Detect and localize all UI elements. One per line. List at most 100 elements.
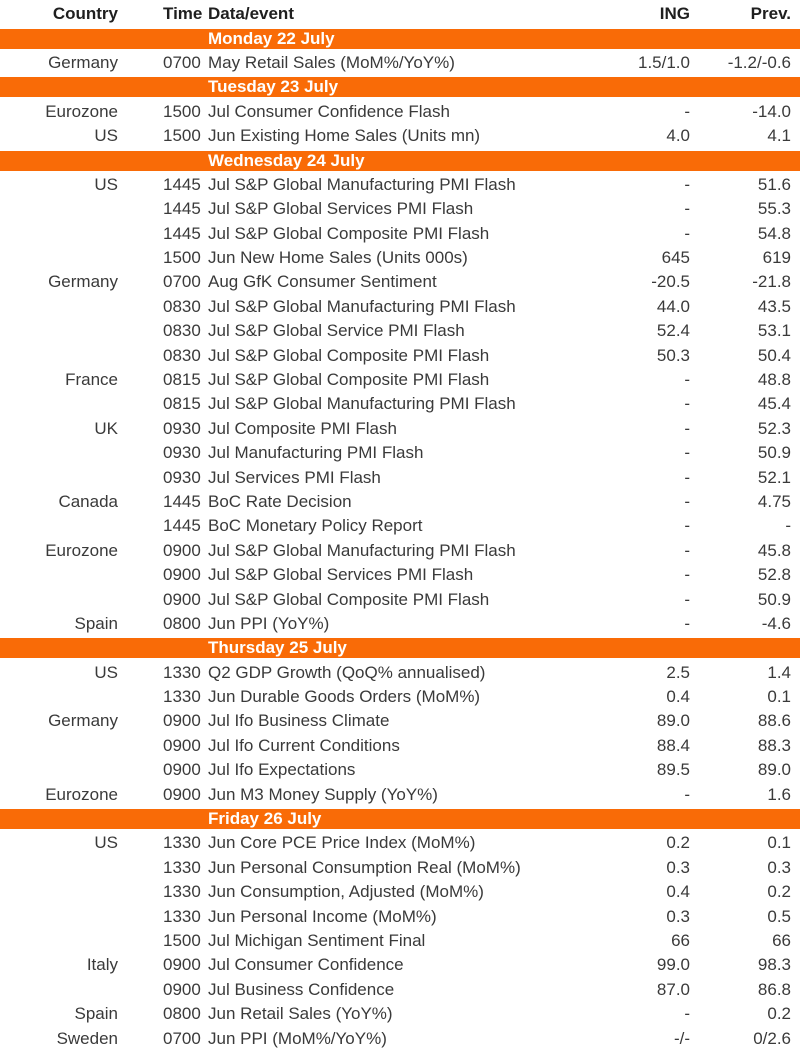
cell-event: Jul Composite PMI Flash	[208, 418, 397, 438]
cell-time: 0900	[163, 955, 201, 975]
cell-country: Germany	[48, 272, 118, 292]
cell-ing: -/-	[673, 1028, 690, 1048]
cell-ing: -	[684, 491, 690, 511]
cell-prev: 55.3	[757, 199, 791, 219]
cell-time: 0800	[163, 613, 201, 633]
cell-ing: 66	[671, 930, 690, 950]
table-row: 0930 Jul Manufacturing PMI Flash - 50.9	[0, 441, 800, 465]
cell-event: Jul S&P Global Services PMI Flash	[208, 199, 474, 219]
table-row: 0900 Jul S&P Global Services PMI Flash -…	[0, 563, 800, 587]
cell-ing: -	[684, 101, 690, 121]
cell-prev: 4.1	[767, 126, 791, 146]
cell-country: Eurozone	[45, 784, 118, 804]
cell-country: France	[65, 370, 118, 389]
cell-ing: -	[684, 174, 690, 194]
cell-prev: 50.9	[757, 589, 791, 609]
cell-ing: 0.4	[666, 687, 690, 707]
cell-ing: -	[684, 223, 690, 243]
cell-country: US	[94, 662, 118, 682]
cell-event: Q2 GDP Growth (QoQ% annualised)	[208, 662, 486, 682]
cell-country: Spain	[74, 1004, 118, 1024]
table-row: 1330 Jun Consumption, Adjusted (MoM%) 0.…	[0, 880, 800, 904]
table-row: 1330 Jun Durable Goods Orders (MoM%) 0.4…	[0, 685, 800, 709]
table-row: US 1330 Q2 GDP Growth (QoQ% annualised) …	[0, 660, 800, 684]
cell-prev: 86.8	[757, 979, 791, 999]
cell-prev: 0.3	[767, 857, 791, 877]
table-row: 0900 Jul Ifo Current Conditions 88.4 88.…	[0, 734, 800, 758]
cell-event: BoC Rate Decision	[208, 491, 352, 511]
table-row: UK 0930 Jul Composite PMI Flash - 52.3	[0, 417, 800, 441]
cell-ing: -	[684, 540, 690, 560]
table-body: Monday 22 July Germany 0700 May Retail S…	[0, 28, 800, 1051]
cell-ing: 0.4	[666, 882, 690, 902]
cell-prev: 0.1	[767, 687, 791, 707]
cell-prev: 50.9	[757, 443, 791, 463]
cell-prev: 43.5	[757, 296, 791, 316]
cell-event: Jul S&P Global Composite PMI Flash	[208, 223, 490, 243]
table-row: 1445 Jul S&P Global Composite PMI Flash …	[0, 221, 800, 245]
table-row: 0830 Jul S&P Global Manufacturing PMI Fl…	[0, 295, 800, 319]
table-row: 0900 Jul Business Confidence 87.0 86.8	[0, 978, 800, 1002]
header-data-event: Data/event	[208, 4, 294, 24]
cell-time: 0930	[163, 418, 201, 438]
cell-event: Jun Core PCE Price Index (MoM%)	[208, 833, 476, 853]
cell-time: 1330	[163, 687, 201, 707]
cell-event: Jun Retail Sales (YoY%)	[208, 1004, 393, 1024]
table-row: 1330 Jun Personal Consumption Real (MoM%…	[0, 856, 800, 880]
cell-ing: -	[684, 1004, 690, 1024]
cell-time: 0900	[163, 784, 201, 804]
cell-event: Jul S&P Global Manufacturing PMI Flash	[208, 540, 516, 560]
cell-ing: -	[684, 784, 690, 804]
cell-ing: 99.0	[656, 955, 690, 975]
cell-time: 0815	[163, 370, 201, 389]
cell-ing: 1.5/1.0	[638, 52, 690, 72]
cell-prev: 4.75	[757, 491, 791, 511]
cell-ing: 89.0	[656, 711, 690, 731]
cell-ing: -	[684, 394, 690, 414]
cell-event: Jul Business Confidence	[208, 979, 395, 999]
cell-prev: -14.0	[752, 101, 791, 121]
cell-time: 0700	[163, 1028, 201, 1048]
cell-time: 0815	[163, 394, 201, 414]
table-row: 1330 Jun Personal Income (MoM%) 0.3 0.5	[0, 904, 800, 928]
cell-prev: 88.6	[757, 711, 791, 731]
date-section-title: Friday 26 July	[208, 809, 322, 829]
cell-prev: 53.1	[757, 321, 791, 341]
cell-ing: -	[684, 199, 690, 219]
table-row: Germany 0700 Aug GfK Consumer Sentiment …	[0, 270, 800, 294]
cell-prev: 1.4	[767, 662, 791, 682]
cell-country: US	[94, 174, 118, 194]
cell-time: 1500	[163, 101, 201, 121]
cell-prev: 0.2	[767, 882, 791, 902]
cell-prev: 0.5	[767, 906, 791, 926]
cell-time: 1445	[163, 516, 201, 536]
cell-time: 0800	[163, 1004, 201, 1024]
cell-country: Canada	[58, 491, 118, 511]
cell-ing: -	[684, 418, 690, 438]
cell-ing: -20.5	[651, 272, 690, 292]
table-row: Sweden 0700 Jun PPI (MoM%/YoY%) -/- 0/2.…	[0, 1026, 800, 1050]
cell-prev: -	[785, 516, 791, 536]
cell-event: Jul S&P Global Manufacturing PMI Flash	[208, 296, 516, 316]
cell-ing: 0.3	[666, 906, 690, 926]
header-time: Time	[163, 4, 203, 24]
cell-ing: -	[684, 516, 690, 536]
table-row: 0900 Jul S&P Global Composite PMI Flash …	[0, 587, 800, 611]
cell-country: US	[94, 126, 118, 146]
table-row: 0900 Jul Ifo Expectations 89.5 89.0	[0, 758, 800, 782]
cell-ing: -	[684, 370, 690, 389]
cell-ing: -	[684, 589, 690, 609]
cell-ing: 4.0	[666, 126, 690, 146]
cell-event: Jul S&P Global Composite PMI Flash	[208, 345, 490, 365]
cell-event: Jun Personal Income (MoM%)	[208, 906, 437, 926]
date-section-header: Monday 22 July	[0, 28, 800, 49]
cell-time: 0830	[163, 345, 201, 365]
cell-time: 0930	[163, 443, 201, 463]
cell-ing: -	[684, 467, 690, 487]
cell-prev: 45.4	[757, 394, 791, 414]
cell-time: 0700	[163, 52, 201, 72]
cell-time: 0700	[163, 272, 201, 292]
cell-time: 1330	[163, 833, 201, 853]
cell-event: May Retail Sales (MoM%/YoY%)	[208, 52, 455, 72]
cell-prev: 0/2.6	[753, 1028, 791, 1048]
